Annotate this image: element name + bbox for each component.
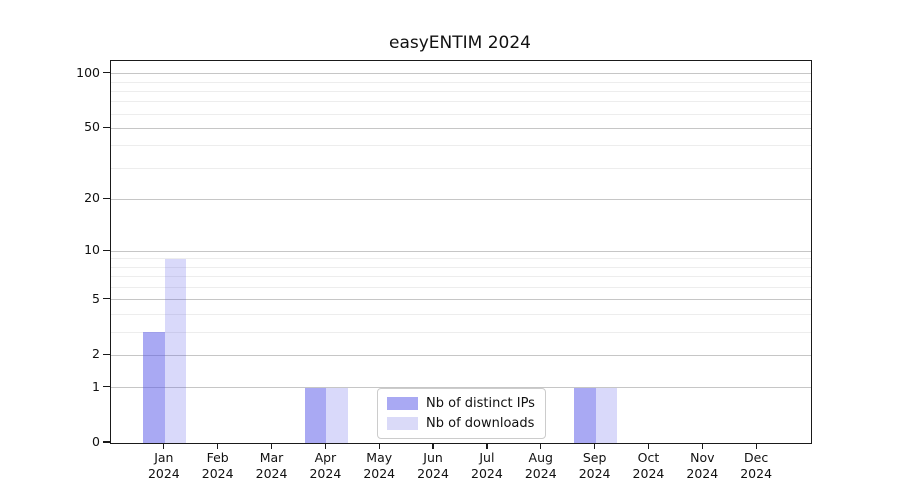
x-tick-label: Feb 2024 xyxy=(201,450,234,481)
x-tick-mark xyxy=(432,443,434,449)
minor-gridline xyxy=(111,113,811,115)
major-gridline xyxy=(111,299,811,301)
y-tick-mark xyxy=(103,385,110,388)
chart-title: easyENTIM 2024 xyxy=(389,33,531,53)
x-tick-mark xyxy=(755,443,757,449)
major-gridline xyxy=(111,250,811,252)
x-tick-mark xyxy=(163,443,165,449)
x-tick-label: Dec 2024 xyxy=(740,450,773,481)
x-tick-label: Aug 2024 xyxy=(524,450,557,481)
bar-downloads xyxy=(326,387,348,443)
x-tick-mark xyxy=(486,443,488,449)
minor-gridline xyxy=(111,331,811,333)
x-tick-label: Sep 2024 xyxy=(578,450,611,481)
legend-swatch-downloads xyxy=(387,417,418,430)
plot-area: Nb of distinct IPs Nb of downloads xyxy=(110,60,812,444)
minor-gridline xyxy=(111,167,811,169)
major-gridline xyxy=(111,73,811,75)
y-tick-label: 50 xyxy=(84,119,100,135)
x-tick-label: Mar 2024 xyxy=(255,450,288,481)
y-tick-label: 20 xyxy=(84,190,100,206)
minor-gridline xyxy=(111,266,811,268)
x-tick-label: Jun 2024 xyxy=(417,450,449,481)
y-tick-mark xyxy=(103,197,110,200)
minor-gridline xyxy=(111,90,811,92)
y-tick-label: 5 xyxy=(92,290,100,306)
x-tick-label: Apr 2024 xyxy=(309,450,342,481)
bar-distinct-ips xyxy=(143,332,165,443)
x-tick-mark xyxy=(701,443,703,449)
x-tick-mark xyxy=(270,443,273,449)
x-tick-label: Nov 2024 xyxy=(686,450,719,481)
y-tick-label: 2 xyxy=(92,346,100,362)
x-tick-mark xyxy=(594,443,596,449)
y-tick-mark xyxy=(103,126,110,129)
y-tick-mark xyxy=(103,298,110,300)
y-tick-mark xyxy=(103,441,110,443)
x-tick-mark xyxy=(324,443,326,449)
minor-gridline xyxy=(111,101,811,103)
x-tick-mark xyxy=(217,443,219,449)
x-tick-mark xyxy=(378,443,380,449)
minor-gridline xyxy=(111,81,811,83)
bar-downloads xyxy=(164,258,187,443)
legend-label-distinct-ips: Nb of distinct IPs xyxy=(426,396,535,411)
y-tick-mark xyxy=(103,249,110,251)
minor-gridline xyxy=(111,145,811,147)
major-gridline xyxy=(111,387,811,389)
bar-distinct-ips xyxy=(574,387,596,443)
minor-gridline xyxy=(111,286,811,288)
x-tick-mark xyxy=(540,443,542,449)
x-tick-label: May 2024 xyxy=(363,450,396,481)
legend-swatch-distinct-ips xyxy=(387,397,418,410)
bar-distinct-ips xyxy=(304,387,327,443)
x-tick-label: Jan 2024 xyxy=(147,450,180,481)
minor-gridline xyxy=(111,258,811,260)
legend-label-downloads: Nb of downloads xyxy=(426,416,535,431)
legend-item-distinct-ips: Nb of distinct IPs xyxy=(387,396,535,411)
y-tick-label: 10 xyxy=(84,242,100,258)
major-gridline xyxy=(111,127,811,129)
x-tick-mark xyxy=(647,443,650,449)
x-tick-label: Jul 2024 xyxy=(471,450,503,481)
y-tick-mark xyxy=(103,72,110,74)
x-tick-label: Oct 2024 xyxy=(632,450,665,481)
y-tick-label: 0 xyxy=(92,434,100,449)
y-tick-label: 100 xyxy=(76,64,100,80)
legend: Nb of distinct IPs Nb of downloads xyxy=(377,388,546,439)
minor-gridline xyxy=(111,276,811,278)
major-gridline xyxy=(111,354,811,356)
y-tick-label: 1 xyxy=(92,378,100,394)
minor-gridline xyxy=(111,313,811,315)
major-gridline xyxy=(111,198,811,200)
legend-item-downloads: Nb of downloads xyxy=(387,416,535,431)
bar-downloads xyxy=(595,387,618,443)
y-tick-mark xyxy=(103,353,110,355)
